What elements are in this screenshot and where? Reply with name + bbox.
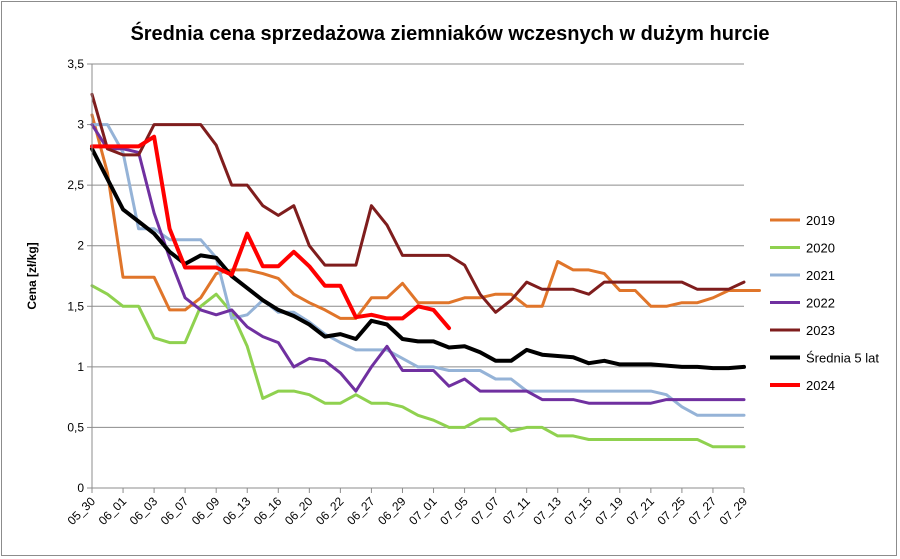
x-tick-label: 07_07: [468, 494, 502, 528]
x-tick-label: 06_01: [96, 494, 130, 528]
x-tick-label: 07_25: [655, 494, 689, 528]
legend-label: 2022: [806, 296, 835, 311]
y-tick-label: 1: [77, 360, 84, 374]
series-line-2023: [90, 92, 746, 314]
x-tick-label: 06_27: [344, 494, 378, 528]
y-tick-label: 3: [77, 118, 84, 132]
x-tick-label: 06_22: [313, 494, 347, 528]
x-tick-label: 07_29: [717, 494, 751, 528]
series-lines: [90, 92, 761, 449]
x-tick-label: 06_16: [251, 494, 285, 528]
x-tick-label: 07_05: [437, 494, 471, 528]
axes: [91, 64, 744, 489]
x-tick-label: 06_09: [189, 494, 223, 528]
x-tick-label: 06_20: [282, 494, 316, 528]
x-tick-label: 07_15: [561, 494, 595, 528]
gridlines: [87, 63, 745, 493]
x-tick-label: 07_01: [406, 494, 440, 528]
series-line-2021: [90, 123, 746, 417]
legend-label: 2021: [806, 268, 835, 283]
legend-label: Średnia 5 lat: [806, 351, 879, 366]
legend-label: 2024: [806, 378, 835, 393]
series-line-2022: [90, 123, 746, 405]
legend-label: 2019: [806, 213, 835, 228]
x-tick-label: 07_21: [623, 494, 657, 528]
x-tick-label: 06_03: [127, 494, 161, 528]
series-line-2020: [90, 284, 746, 449]
y-tick-label: 2,5: [67, 178, 84, 192]
x-tick-label: 07_19: [592, 494, 626, 528]
x-tick-label: 06_13: [220, 494, 254, 528]
x-tick-label: 07_11: [500, 494, 533, 527]
legend-label: 2020: [806, 241, 835, 256]
x-tick-label: 05_30: [65, 494, 99, 528]
x-tick-label: 07_27: [686, 494, 720, 528]
y-tick-label: 0,5: [67, 420, 84, 434]
y-tick-label: 1,5: [67, 299, 84, 313]
y-axis-label: Cena [zł/kg]: [25, 242, 39, 309]
x-tick-label: 06_29: [375, 494, 409, 528]
x-tick-label: 07_13: [530, 494, 564, 528]
series-line-2019: [90, 113, 761, 320]
series-line-2024: [90, 134, 451, 331]
y-tick-label: 0: [77, 481, 84, 495]
chart-title: Średnia cena sprzedażowa ziemniaków wcze…: [130, 21, 769, 45]
series-line--rednia-5-lat: [90, 146, 746, 371]
x-tick-label: 06_07: [158, 494, 192, 528]
legend-label: 2023: [806, 323, 835, 338]
y-tick-label: 2: [77, 239, 84, 253]
legend: 2019 2020 2021 2022 2023 Średnia 5 lat 2024: [770, 213, 879, 393]
x-tick-labels: 05_3006_0106_0306_0706_0906_1306_1606_20…: [65, 494, 751, 528]
y-tick-labels: 0 0,5 1 1,5 2 2,5 3 3,5: [67, 57, 84, 495]
y-tick-label: 3,5: [67, 57, 84, 71]
